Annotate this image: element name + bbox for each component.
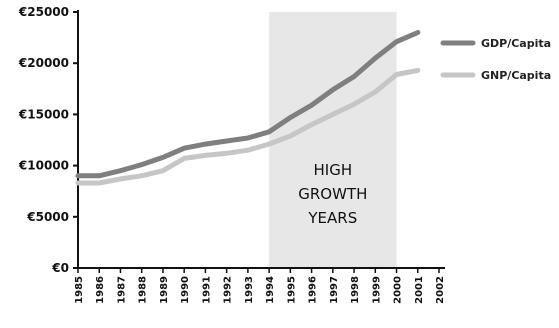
y-tick-label: €20000 (18, 56, 69, 70)
shaded-region-label: YEARS (307, 209, 357, 227)
y-tick-label: €25000 (18, 5, 69, 19)
x-tick-label: 1993 (244, 276, 255, 304)
shaded-region-label: HIGH (314, 161, 353, 179)
x-tick-label: 1998 (350, 276, 361, 304)
x-tick-label: 1992 (223, 276, 234, 304)
x-tick-label: 1996 (308, 276, 319, 304)
legend-label: GNP/Capita (481, 69, 551, 82)
y-tick-label: €15000 (18, 107, 69, 121)
series-line-gdp (75, 30, 421, 179)
x-tick-label: 1985 (74, 276, 85, 304)
legend-label: GDP/Capita (481, 37, 551, 50)
series-line-gnp (75, 67, 421, 186)
shaded-region-label: GROWTH (298, 185, 367, 203)
x-tick-label: 1990 (180, 276, 191, 304)
y-tick-label: €0 (51, 261, 69, 275)
x-tick-label: 2001 (414, 276, 425, 304)
x-tick-label: 1991 (201, 276, 212, 304)
x-tick-label: 1997 (329, 276, 340, 304)
x-tick-label: 1988 (138, 276, 149, 304)
x-tick-label: 1995 (286, 276, 297, 304)
x-tick-label: 2000 (393, 276, 404, 304)
shaded-region (269, 12, 397, 268)
x-tick-label: 1989 (159, 276, 170, 304)
x-tick-label: 2002 (435, 276, 446, 304)
x-tick-label: 1999 (371, 276, 382, 304)
x-tick-label: 1986 (95, 276, 106, 304)
y-tick-label: €5000 (26, 210, 69, 224)
x-tick-label: 1994 (265, 276, 276, 304)
y-tick-label: €10000 (18, 159, 69, 173)
x-tick-label: 1987 (116, 276, 127, 304)
